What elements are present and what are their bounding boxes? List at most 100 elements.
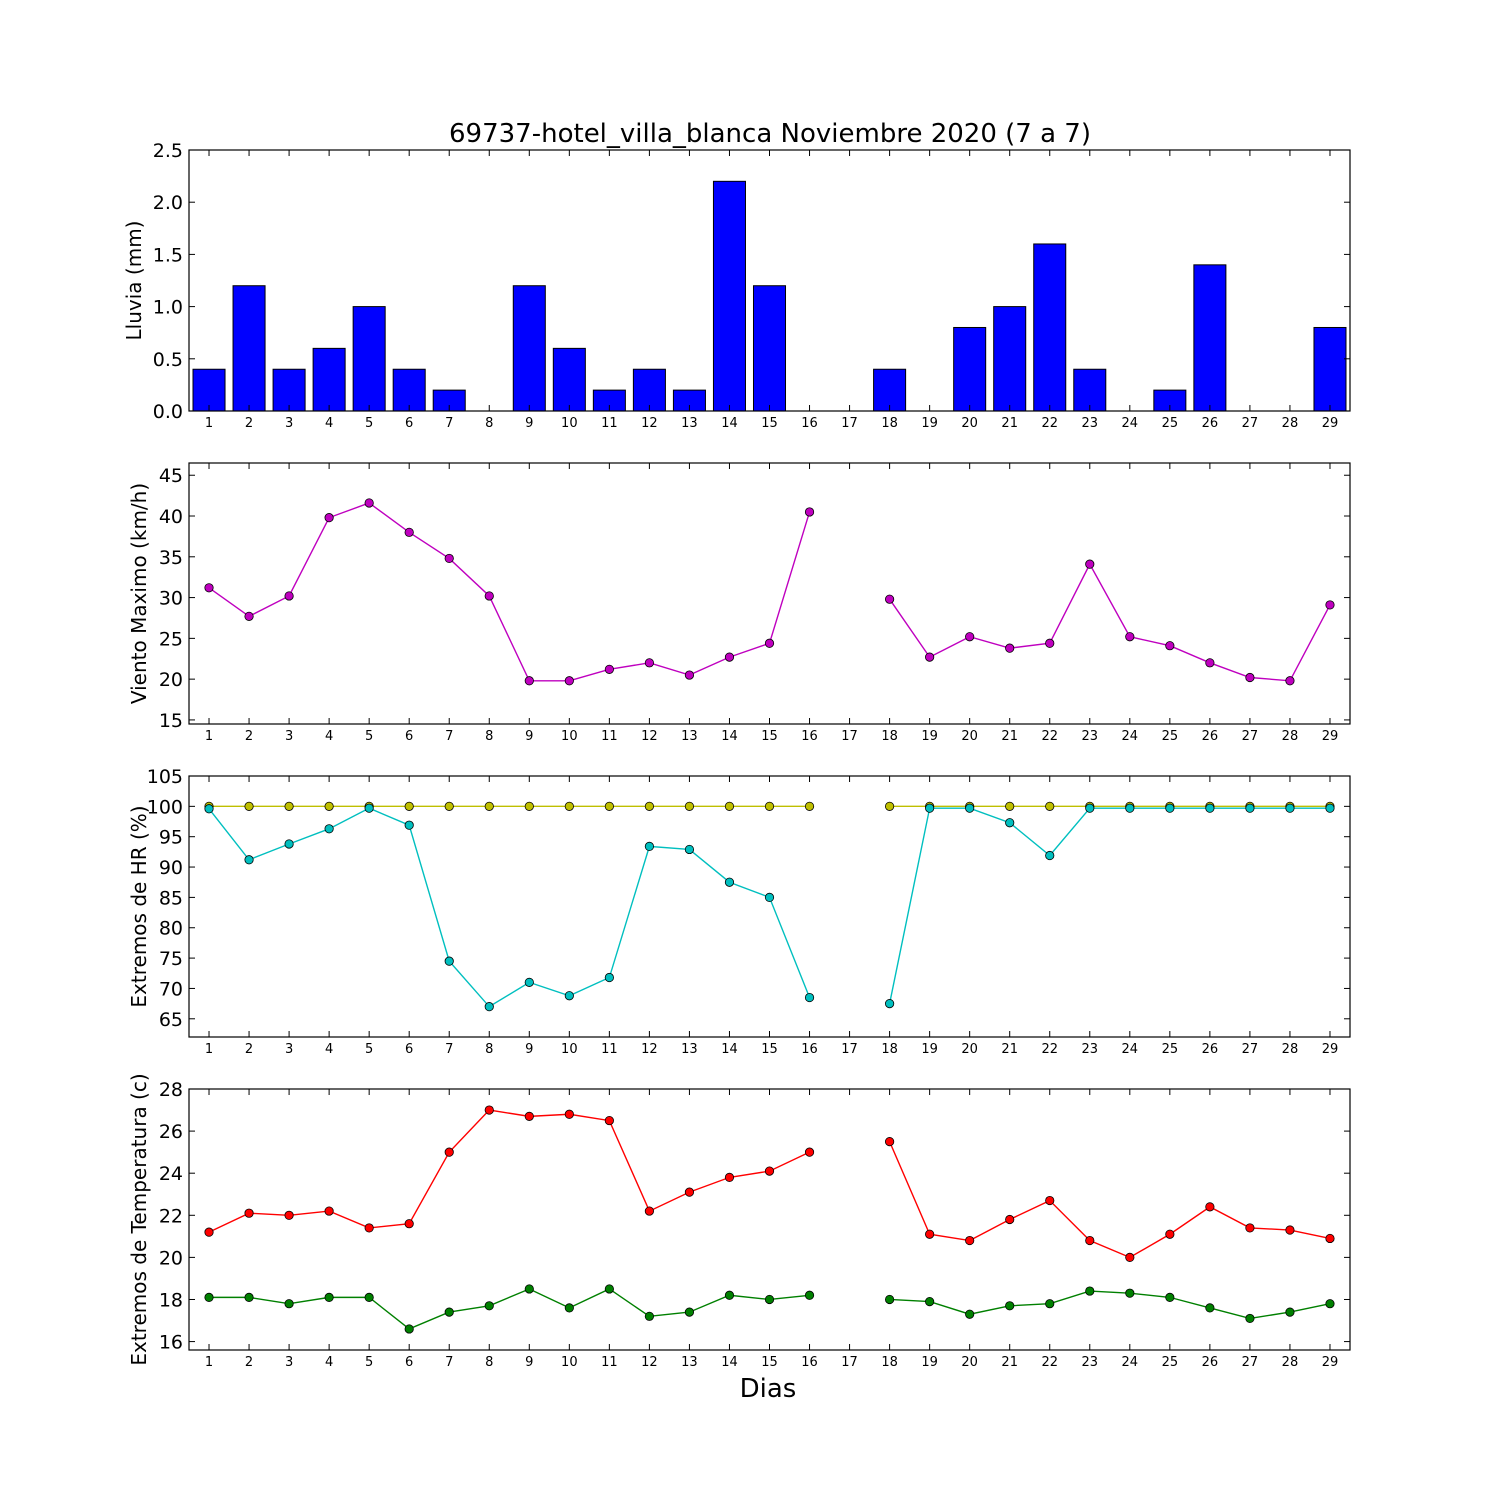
data-point	[484, 1301, 494, 1311]
data-point	[604, 972, 614, 983]
bar	[192, 368, 226, 412]
x-tick-label: 16	[801, 1042, 818, 1057]
data-point	[1045, 638, 1055, 648]
x-tick-label: 18	[881, 1042, 898, 1057]
x-tick-label: 6	[405, 1042, 413, 1057]
x-tick-label: 8	[485, 1042, 493, 1057]
x-tick-label: 24	[1122, 729, 1139, 744]
x-tick-label: 20	[961, 729, 978, 744]
data-point	[764, 1294, 775, 1305]
data-point	[885, 801, 895, 811]
series-line	[889, 1290, 1331, 1320]
x-tick-label: 28	[1282, 1042, 1299, 1057]
y-tick-label: 65	[159, 1009, 183, 1031]
x-tick-label: 19	[921, 1042, 938, 1057]
data-point	[644, 1311, 654, 1321]
data-point	[324, 824, 334, 834]
x-tick-label: 19	[921, 729, 938, 744]
y-tick-label: 0.0	[153, 401, 183, 423]
bar	[312, 347, 346, 412]
x-tick-label: 17	[841, 416, 858, 431]
x-tick-label: 15	[761, 1042, 778, 1057]
data-point	[364, 1223, 374, 1233]
x-tick-label: 24	[1122, 1042, 1139, 1057]
data-point	[564, 1109, 574, 1119]
y-axis-label: Lluvia (mm)	[122, 221, 146, 341]
y-tick-label: 95	[159, 827, 183, 849]
y-tick-label: 85	[159, 887, 183, 909]
y-tick-label: 45	[159, 465, 183, 487]
x-tick-label: 15	[761, 1355, 778, 1370]
x-tick-label: 7	[445, 1355, 453, 1370]
data-point	[925, 1296, 935, 1307]
bar	[512, 285, 546, 412]
x-tick-label: 1	[205, 416, 213, 431]
x-tick-label: 5	[365, 1042, 373, 1057]
x-tick-label: 23	[1082, 416, 1099, 431]
data-point	[364, 498, 374, 508]
data-point	[1125, 632, 1135, 642]
x-tick-label: 16	[801, 1355, 818, 1370]
y-axis-label: Extremos de HR (%)	[127, 805, 151, 1007]
y-tick-label: 0.5	[153, 349, 183, 371]
x-tick-label: 21	[1001, 1042, 1018, 1057]
x-tick-label: 17	[841, 1042, 858, 1057]
x-tick-label: 4	[325, 1355, 333, 1370]
x-tick-label: 6	[405, 729, 413, 744]
x-tick-label: 15	[761, 729, 778, 744]
data-point	[724, 1290, 735, 1300]
x-tick-label: 22	[1041, 729, 1058, 744]
x-tick-label: 12	[641, 729, 658, 744]
x-tick-label: 23	[1082, 1042, 1099, 1057]
x-tick-label: 29	[1322, 416, 1339, 431]
x-tick-label: 21	[1001, 1355, 1018, 1370]
x-tick-label: 1	[205, 729, 213, 744]
x-tick-label: 2	[245, 1042, 253, 1057]
x-tick-label: 28	[1282, 729, 1299, 744]
data-point	[1165, 803, 1175, 813]
data-point	[644, 658, 654, 668]
x-tick-label: 3	[285, 416, 293, 431]
x-tick-label: 7	[445, 1042, 453, 1057]
data-point	[1325, 1299, 1335, 1309]
x-tick-label: 22	[1041, 1355, 1058, 1370]
data-point	[644, 1206, 654, 1216]
y-tick-label: 25	[159, 628, 183, 650]
y-tick-label: 28	[159, 1079, 183, 1101]
data-point	[604, 664, 614, 674]
data-point	[965, 632, 975, 642]
data-point	[244, 855, 254, 865]
data-point	[244, 1292, 254, 1302]
series-line	[208, 807, 811, 1008]
data-point	[364, 803, 374, 813]
data-point	[1205, 1202, 1215, 1212]
x-tick-label: 17	[841, 1355, 858, 1370]
data-point	[484, 1105, 494, 1115]
data-point	[764, 801, 775, 811]
data-point	[1085, 1286, 1095, 1296]
x-tick-label: 26	[1202, 416, 1219, 431]
y-tick-label: 75	[159, 948, 183, 970]
y-tick-label: 100	[147, 796, 183, 818]
data-point	[724, 801, 735, 811]
data-point	[1005, 801, 1015, 811]
x-tick-label: 28	[1282, 416, 1299, 431]
x-tick-label: 11	[601, 1042, 618, 1057]
x-tick-label: 18	[881, 416, 898, 431]
x-tick-label: 12	[641, 1355, 658, 1370]
x-tick-label: 13	[681, 1355, 698, 1370]
data-point	[564, 676, 574, 686]
data-point	[1085, 559, 1095, 569]
x-tick-label: 19	[921, 1355, 938, 1370]
x-tick-label: 7	[445, 729, 453, 744]
data-point	[1285, 1225, 1295, 1235]
data-point	[724, 877, 735, 887]
data-point	[1165, 1229, 1175, 1239]
bar	[873, 368, 907, 412]
bar	[953, 326, 987, 412]
series-line	[888, 807, 1330, 1004]
x-tick-label: 27	[1242, 1355, 1259, 1370]
x-tick-label: 14	[721, 729, 738, 744]
x-tick-label: 24	[1122, 1355, 1139, 1370]
